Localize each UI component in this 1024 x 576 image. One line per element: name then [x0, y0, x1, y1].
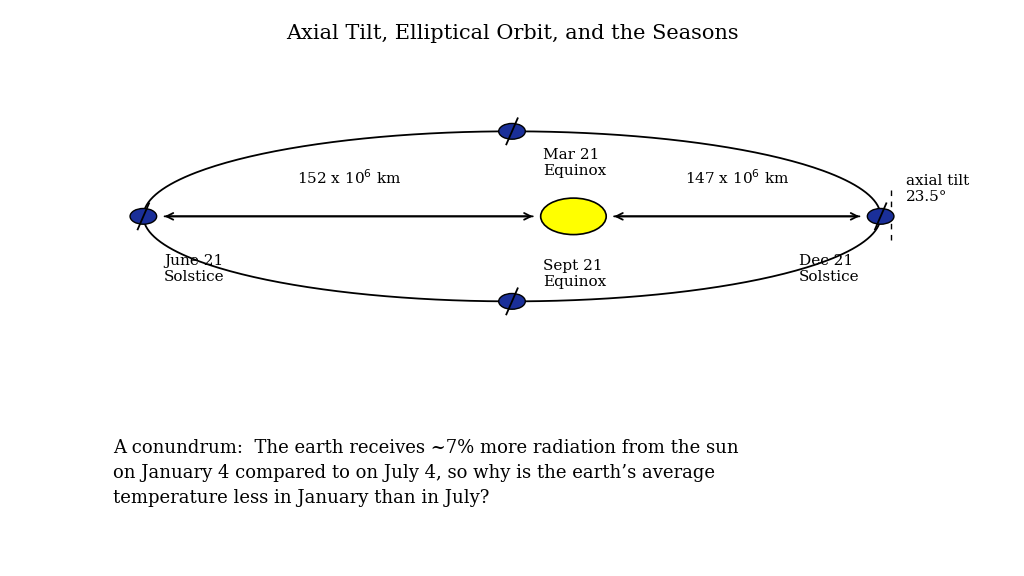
Text: Mar 21
Equinox: Mar 21 Equinox: [543, 148, 606, 178]
Text: 147 x 10$^6$ km: 147 x 10$^6$ km: [685, 169, 788, 187]
Text: axial tilt
23.5°: axial tilt 23.5°: [906, 174, 970, 204]
Ellipse shape: [130, 209, 157, 224]
Ellipse shape: [541, 198, 606, 234]
Text: Dec 21
Solstice: Dec 21 Solstice: [799, 253, 859, 284]
Text: June 21
Solstice: June 21 Solstice: [164, 253, 224, 284]
Text: 152 x 10$^6$ km: 152 x 10$^6$ km: [297, 169, 400, 187]
Ellipse shape: [867, 209, 894, 224]
Ellipse shape: [499, 123, 525, 139]
Text: Sept 21
Equinox: Sept 21 Equinox: [543, 259, 606, 289]
Ellipse shape: [499, 294, 525, 309]
Text: Axial Tilt, Elliptical Orbit, and the Seasons: Axial Tilt, Elliptical Orbit, and the Se…: [286, 24, 738, 43]
Text: A conundrum:  The earth receives ~7% more radiation from the sun
on January 4 co: A conundrum: The earth receives ~7% more…: [113, 439, 738, 507]
